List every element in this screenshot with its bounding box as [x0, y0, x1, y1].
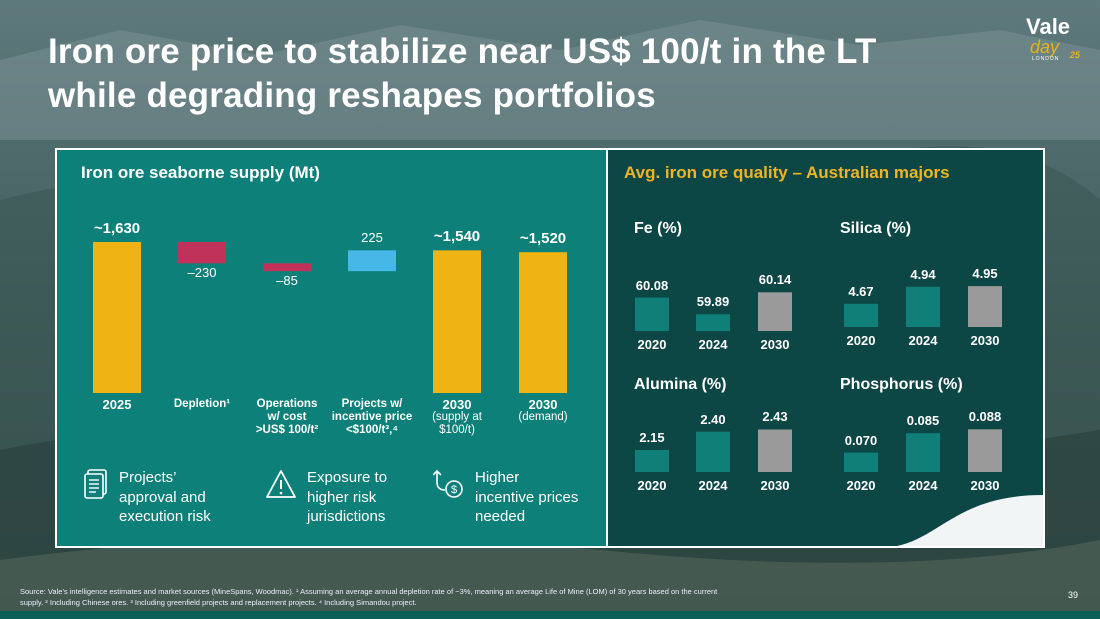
vale-day-logo: Vale day LONDON 25 [1026, 16, 1086, 64]
quality-year-label: 2020 [637, 478, 667, 493]
waterfall-category-line: 2030 [442, 397, 472, 412]
waterfall-value-label: ~1,630 [93, 220, 141, 237]
quality-value-label: 0.070 [844, 432, 878, 448]
waterfall-category-line: Depletion¹ [173, 398, 231, 410]
quality-chart-title: Alumina (%) [634, 376, 727, 393]
logo-main: Vale [1026, 14, 1071, 39]
quality-year-label: 2030 [760, 337, 790, 352]
quality-bar [696, 431, 730, 472]
waterfall-category-line: incentive price [331, 411, 413, 423]
waterfall-bar [178, 242, 226, 264]
quality-bar [758, 292, 792, 331]
quality-value-label: 4.67 [848, 283, 874, 299]
warning-icon [266, 470, 296, 498]
footer-item-incentive-prices: $ Higher incentive prices needed [433, 468, 580, 527]
quality-year-label: 2020 [637, 337, 667, 352]
footer-text-approval-risk: Projects’ approval and execution risk [119, 469, 211, 525]
footer-text-incentive-prices: Higher incentive prices needed [475, 469, 579, 525]
quality-panel: Avg. iron ore quality – Australian major… [608, 148, 1045, 548]
decorative-curve [878, 495, 1043, 548]
waterfall-category-line: Projects w/ [341, 398, 403, 410]
quality-chart-title: Silica (%) [840, 220, 912, 237]
quality-chart-title: Avg. iron ore quality – Australian major… [624, 163, 950, 182]
quality-value-label: 4.95 [972, 266, 998, 282]
waterfall-bar [93, 242, 141, 393]
waterfall-category-line: <$100/t³,⁴ [345, 424, 399, 436]
waterfall-value-label: ~1,520 [519, 230, 567, 248]
quality-charts [635, 286, 1043, 548]
waterfall-category-line: 2030 [528, 397, 558, 412]
quality-year-label: 2024 [908, 478, 938, 493]
waterfall-category-line: (supply at [432, 411, 482, 423]
waterfall-value-label: 225 [361, 230, 383, 246]
quality-year-label: 2030 [970, 333, 1000, 348]
quality-bar [968, 286, 1002, 327]
quality-year-label: 2020 [846, 333, 876, 348]
quality-bar [635, 450, 669, 472]
waterfall-category-label: Projects w/incentive price <$100/t³,⁴ [327, 398, 417, 437]
bottom-bar [0, 611, 1100, 619]
quality-bar [844, 452, 878, 472]
waterfall-category-label: 2030 (demand) [498, 398, 588, 424]
quality-year-label: 2030 [760, 478, 790, 493]
waterfall-value-label: –85 [276, 273, 298, 289]
supply-chart-title: Iron ore seaborne supply (Mt) [81, 163, 320, 182]
quality-value-label: 60.08 [635, 277, 669, 293]
footer-item-approval-risk: Projects’ approval and execution risk [83, 468, 229, 527]
svg-text:$: $ [451, 484, 457, 496]
quality-value-label: 0.085 [906, 413, 940, 429]
footer-text-jurisdiction-risk: Exposure to higher risk jurisdictions [307, 469, 388, 525]
waterfall-category-line: >US$ 100/t² [255, 424, 319, 436]
quality-value-label: 4.94 [910, 266, 936, 282]
quality-value-label: 0.088 [968, 409, 1002, 425]
waterfall-category-line: 2025 [102, 397, 132, 412]
quality-year-label: 2024 [908, 333, 938, 348]
quality-value-label: 2.15 [639, 430, 665, 445]
quality-year-label: 2030 [970, 478, 1000, 493]
quality-bar [758, 429, 792, 472]
waterfall-category-line: w/ cost [267, 411, 307, 423]
document-icon [84, 469, 107, 499]
waterfall-category-label: Depletion¹ [157, 398, 247, 411]
page-number: 39 [1068, 590, 1079, 600]
waterfall-bar [263, 263, 311, 272]
quality-bar [906, 433, 940, 472]
quality-value-label: 60.14 [758, 272, 792, 288]
quality-year-label: 2024 [698, 337, 728, 352]
footer-item-jurisdiction-risk: Exposure to higher risk jurisdictions [265, 468, 407, 527]
waterfall-category-line: Operations [256, 398, 318, 410]
quality-value-label: 59.89 [696, 294, 730, 310]
waterfall-value-label: –230 [187, 265, 217, 281]
waterfall-value-label: ~1,540 [433, 228, 481, 246]
supply-panel: Iron ore seaborne supply (Mt) ~1,630 2025… [55, 148, 608, 548]
quality-bar [635, 297, 669, 331]
waterfall-category-line: $100/t) [439, 424, 475, 436]
logo-sub: day [1030, 37, 1060, 57]
waterfall-category-label: 2030 (supply at $100/t) [412, 398, 502, 437]
waterfall-bar [433, 250, 481, 393]
waterfall-category-line: (demand) [518, 411, 568, 423]
source-footnote: Source: Vale’s intelligence estimates an… [20, 587, 718, 607]
quality-bar [906, 286, 940, 327]
quality-value-label: 2.40 [700, 411, 726, 427]
waterfall-category-label: Operations w/ cost >US$ 100/t² [242, 398, 332, 437]
waterfall-chart [93, 242, 567, 393]
waterfall-bar [519, 252, 567, 393]
price-increase-icon: $ [433, 469, 463, 498]
logo-place: LONDON [1032, 56, 1060, 62]
quality-year-label: 2020 [846, 478, 876, 493]
quality-value-label: 2.43 [762, 409, 788, 425]
waterfall-category-label: 2025 [72, 398, 162, 411]
quality-chart-title: Fe (%) [634, 220, 682, 237]
quality-year-label: 2024 [698, 478, 728, 493]
quality-bar [844, 303, 878, 327]
quality-bar [968, 429, 1002, 472]
quality-chart-title: Phosphorus (%) [840, 376, 963, 393]
waterfall-bar [348, 250, 396, 272]
page-title: Iron ore price to stabilize near US$ 100… [48, 32, 877, 115]
logo-year: 25 [1070, 50, 1081, 60]
quality-bar [696, 314, 730, 331]
